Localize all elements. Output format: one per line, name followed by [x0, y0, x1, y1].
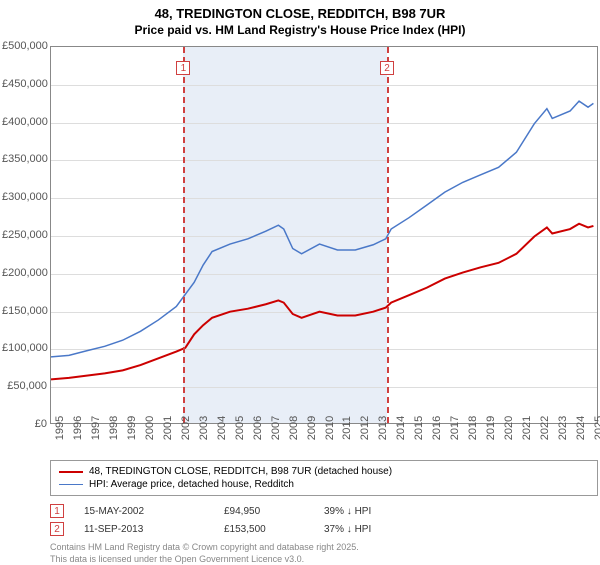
y-tick-label: £100,000 [2, 342, 47, 354]
legend-row: 48, TREDINGTON CLOSE, REDDITCH, B98 7UR … [59, 465, 589, 478]
transaction-date: 15-MAY-2002 [84, 506, 224, 517]
legend-block: 48, TREDINGTON CLOSE, REDDITCH, B98 7UR … [50, 460, 598, 565]
y-tick-label: £200,000 [2, 267, 47, 279]
x-tick-label: 2000 [144, 416, 156, 440]
x-tick-label: 1998 [108, 416, 120, 440]
transaction-row: 1 15-MAY-2002£94,95039% ↓ HPI [50, 502, 598, 520]
legend-label: HPI: Average price, detached house, Redd… [89, 479, 294, 490]
legend-swatch [59, 471, 83, 473]
legend-label: 48, TREDINGTON CLOSE, REDDITCH, B98 7UR … [89, 466, 392, 477]
x-tick-label: 2018 [467, 416, 479, 440]
y-tick-label: £0 [2, 418, 47, 430]
plot-area: 12 [50, 46, 598, 424]
transaction-row: 2 11-SEP-2013£153,50037% ↓ HPI [50, 520, 598, 538]
x-tick-label: 2024 [575, 416, 587, 440]
x-tick-label: 2010 [324, 416, 336, 440]
transaction-price: £94,950 [224, 506, 324, 517]
chart-title-block: 48, TREDINGTON CLOSE, REDDITCH, B98 7UR … [0, 0, 600, 37]
x-tick-label: 2021 [521, 416, 533, 440]
x-tick-label: 2016 [431, 416, 443, 440]
series-line [51, 224, 593, 380]
x-tick-label: 2006 [252, 416, 264, 440]
y-tick-label: £350,000 [2, 153, 47, 165]
x-tick-label: 2002 [180, 416, 192, 440]
x-tick-label: 2019 [485, 416, 497, 440]
chart-subtitle: Price paid vs. HM Land Registry's House … [0, 23, 600, 37]
x-tick-label: 2001 [162, 416, 174, 440]
x-tick-label: 1995 [54, 416, 66, 440]
transaction-diff: 37% ↓ HPI [324, 524, 424, 535]
footnote: Contains HM Land Registry data © Crown c… [50, 542, 598, 565]
x-tick-label: 2025 [593, 416, 600, 440]
x-tick-label: 2004 [216, 416, 228, 440]
transaction-table: 1 15-MAY-2002£94,95039% ↓ HPI 2 11-SEP-2013… [50, 502, 598, 538]
footnote-line-1: Contains HM Land Registry data © Crown c… [50, 542, 598, 554]
transaction-price: £153,500 [224, 524, 324, 535]
x-tick-label: 2007 [270, 416, 282, 440]
chart-lines [51, 47, 597, 423]
transaction-marker: 2 [50, 522, 64, 536]
x-tick-label: 2013 [377, 416, 389, 440]
x-tick-label: 2022 [539, 416, 551, 440]
transaction-marker: 1 [50, 504, 64, 518]
transaction-diff: 39% ↓ HPI [324, 506, 424, 517]
x-tick-label: 2011 [341, 416, 353, 440]
chart-container: 48, TREDINGTON CLOSE, REDDITCH, B98 7UR … [0, 0, 600, 560]
x-tick-label: 1999 [126, 416, 138, 440]
y-tick-label: £250,000 [2, 229, 47, 241]
legend-swatch [59, 484, 83, 485]
transaction-date: 11-SEP-2013 [84, 524, 224, 535]
y-tick-label: £400,000 [2, 116, 47, 128]
x-tick-label: 2012 [359, 416, 371, 440]
marker-line [387, 47, 389, 423]
x-tick-label: 2023 [557, 416, 569, 440]
x-tick-label: 2015 [413, 416, 425, 440]
footnote-line-2: This data is licensed under the Open Gov… [50, 554, 598, 565]
legend-row: HPI: Average price, detached house, Redd… [59, 478, 589, 491]
x-tick-label: 1997 [90, 416, 102, 440]
y-tick-label: £500,000 [2, 40, 47, 52]
x-tick-label: 2020 [503, 416, 515, 440]
x-tick-label: 2017 [449, 416, 461, 440]
marker-line [183, 47, 185, 423]
y-tick-label: £450,000 [2, 78, 47, 90]
y-tick-label: £300,000 [2, 191, 47, 203]
x-tick-label: 2005 [234, 416, 246, 440]
series-line [51, 101, 593, 357]
legend-box: 48, TREDINGTON CLOSE, REDDITCH, B98 7UR … [50, 460, 598, 496]
y-tick-label: £50,000 [2, 380, 47, 392]
marker-label-box: 1 [176, 61, 190, 75]
x-tick-label: 2008 [288, 416, 300, 440]
y-tick-label: £150,000 [2, 305, 47, 317]
x-tick-label: 2014 [395, 416, 407, 440]
x-tick-label: 2003 [198, 416, 210, 440]
x-tick-label: 2009 [306, 416, 318, 440]
x-tick-label: 1996 [72, 416, 84, 440]
chart-title: 48, TREDINGTON CLOSE, REDDITCH, B98 7UR [0, 6, 600, 21]
marker-label-box: 2 [380, 61, 394, 75]
